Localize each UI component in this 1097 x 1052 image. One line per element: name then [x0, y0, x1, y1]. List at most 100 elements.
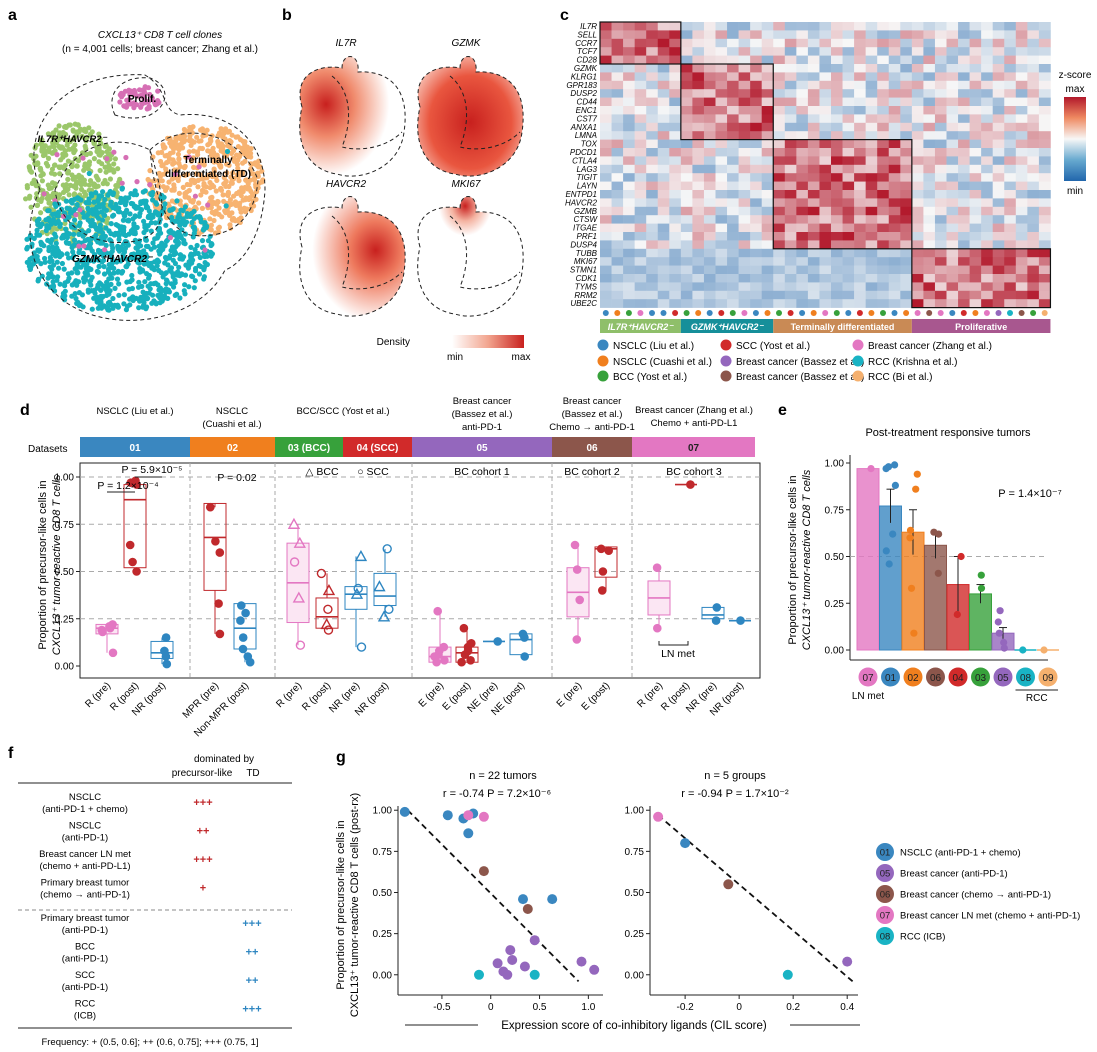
heatmap-cell	[634, 206, 647, 216]
umap-cell-point	[163, 238, 169, 244]
gene-label-layn: LAYN	[577, 182, 598, 191]
x-tick-label: Non-MPR (post)	[192, 680, 251, 739]
heatmap-cell	[796, 106, 809, 115]
heatmap-cell	[680, 248, 693, 258]
umap-cell-point	[176, 160, 182, 166]
umap-cell-point	[126, 286, 132, 292]
umap-cell-point	[165, 287, 171, 293]
heatmap-cell	[888, 240, 901, 250]
heatmap-cell	[842, 257, 855, 266]
gene-label-ube2c: UBE2C	[570, 299, 597, 308]
heatmap-cell	[703, 30, 716, 40]
heatmap-cell	[784, 248, 797, 258]
umap-cell-point	[110, 305, 116, 311]
umap-cell-point	[175, 219, 182, 225]
umap-cell-point	[179, 271, 185, 277]
heatmap-cell	[623, 55, 635, 65]
heatmap-cell	[657, 240, 670, 250]
heatmap-cell	[900, 181, 913, 191]
umap-cell-point	[34, 227, 40, 233]
umap-cell-point	[238, 209, 244, 215]
umap-cell-point	[145, 204, 151, 211]
heatmap-cell	[727, 89, 739, 98]
heatmap-cell	[992, 223, 1005, 233]
panel-a-title-1: CXCL13⁺ CD8 T cell clones	[98, 30, 222, 41]
heatmap-cell	[738, 274, 751, 283]
heatmap-cell	[784, 114, 797, 124]
heatmap-cell	[761, 181, 774, 191]
umap-cell-point	[62, 283, 68, 289]
heatmap-cell	[969, 299, 982, 308]
heatmap-cell	[657, 215, 670, 224]
umap-cell-point	[66, 206, 72, 212]
heatmap-cell	[727, 248, 739, 258]
heatmap-cell	[946, 173, 959, 182]
heatmap-cell	[611, 22, 624, 31]
f-row-sublabel: (anti-PD-1)	[62, 954, 108, 965]
heatmap-cell	[703, 274, 716, 283]
heatmap-cell	[703, 22, 716, 31]
heatmap-cell	[600, 265, 612, 275]
heatmap-cell	[831, 38, 843, 48]
heatmap-cell	[854, 257, 866, 266]
heatmap-cell	[1015, 164, 1028, 174]
heatmap-cell	[877, 89, 890, 98]
heatmap-cell	[738, 181, 751, 191]
heatmap-cell	[865, 122, 878, 132]
y-tick-label: 0.00	[373, 970, 393, 981]
heatmap-cell	[669, 30, 682, 40]
heatmap-cell	[865, 114, 878, 124]
heatmap-cell	[1004, 122, 1017, 132]
heatmap-cell	[646, 22, 659, 31]
umap-cell-point	[98, 193, 105, 199]
umap-cell-point	[172, 171, 178, 177]
bar-04: 04	[946, 552, 970, 687]
heatmap-cell	[623, 248, 635, 258]
heatmap-cell	[680, 198, 693, 208]
legend-label: Breast cancer (anti-PD-1)	[900, 869, 1008, 880]
umap-cell-point	[98, 305, 105, 311]
data-point	[977, 571, 985, 579]
umap-cell-point	[124, 102, 130, 108]
heatmap-cell	[738, 80, 751, 90]
prolif-outline	[111, 77, 166, 119]
heatmap-cell	[680, 257, 693, 266]
umap-cell-point	[171, 182, 177, 188]
heatmap-cell	[750, 80, 762, 90]
umap-cell-point	[134, 240, 141, 246]
heatmap-cell	[692, 139, 705, 149]
heatmap-cell	[646, 290, 659, 300]
data-point	[459, 623, 469, 633]
heatmap-cell	[1004, 206, 1017, 216]
heatmap-cell	[1004, 106, 1017, 115]
heatmap-cell	[750, 290, 762, 300]
heatmap-cell	[692, 290, 705, 300]
heatmap-cell	[969, 114, 982, 124]
heatmap-cell	[911, 232, 924, 241]
bar-06: 06	[924, 528, 947, 687]
dataset-bar-label: 03 (BCC)	[288, 443, 330, 454]
legend-code: 07	[880, 911, 891, 922]
data-point	[460, 650, 470, 660]
umap-cell-point	[183, 193, 189, 200]
dataset-dot	[752, 310, 759, 316]
heatmap-cell	[680, 223, 693, 233]
heatmap-cell	[784, 164, 797, 174]
heatmap-cell	[807, 173, 820, 182]
heatmap-cell	[934, 89, 947, 98]
umap-cell-point	[147, 182, 153, 188]
umap-cell-point	[72, 206, 78, 212]
umap-cell-point	[50, 211, 56, 217]
heatmap-cell	[934, 131, 947, 140]
umap-cell-point	[157, 251, 163, 257]
umap-cell-point	[179, 227, 185, 233]
heatmap-cell	[715, 240, 728, 250]
heatmap-cell	[657, 122, 670, 132]
umap-cell-point	[186, 149, 192, 155]
umap-cell-point	[95, 197, 102, 203]
heatmap-cell	[680, 265, 693, 275]
heatmap-cell	[646, 164, 659, 174]
umap-cell-point	[186, 262, 192, 268]
umap-cell-point	[153, 280, 159, 286]
heatmap-cell	[634, 156, 647, 166]
